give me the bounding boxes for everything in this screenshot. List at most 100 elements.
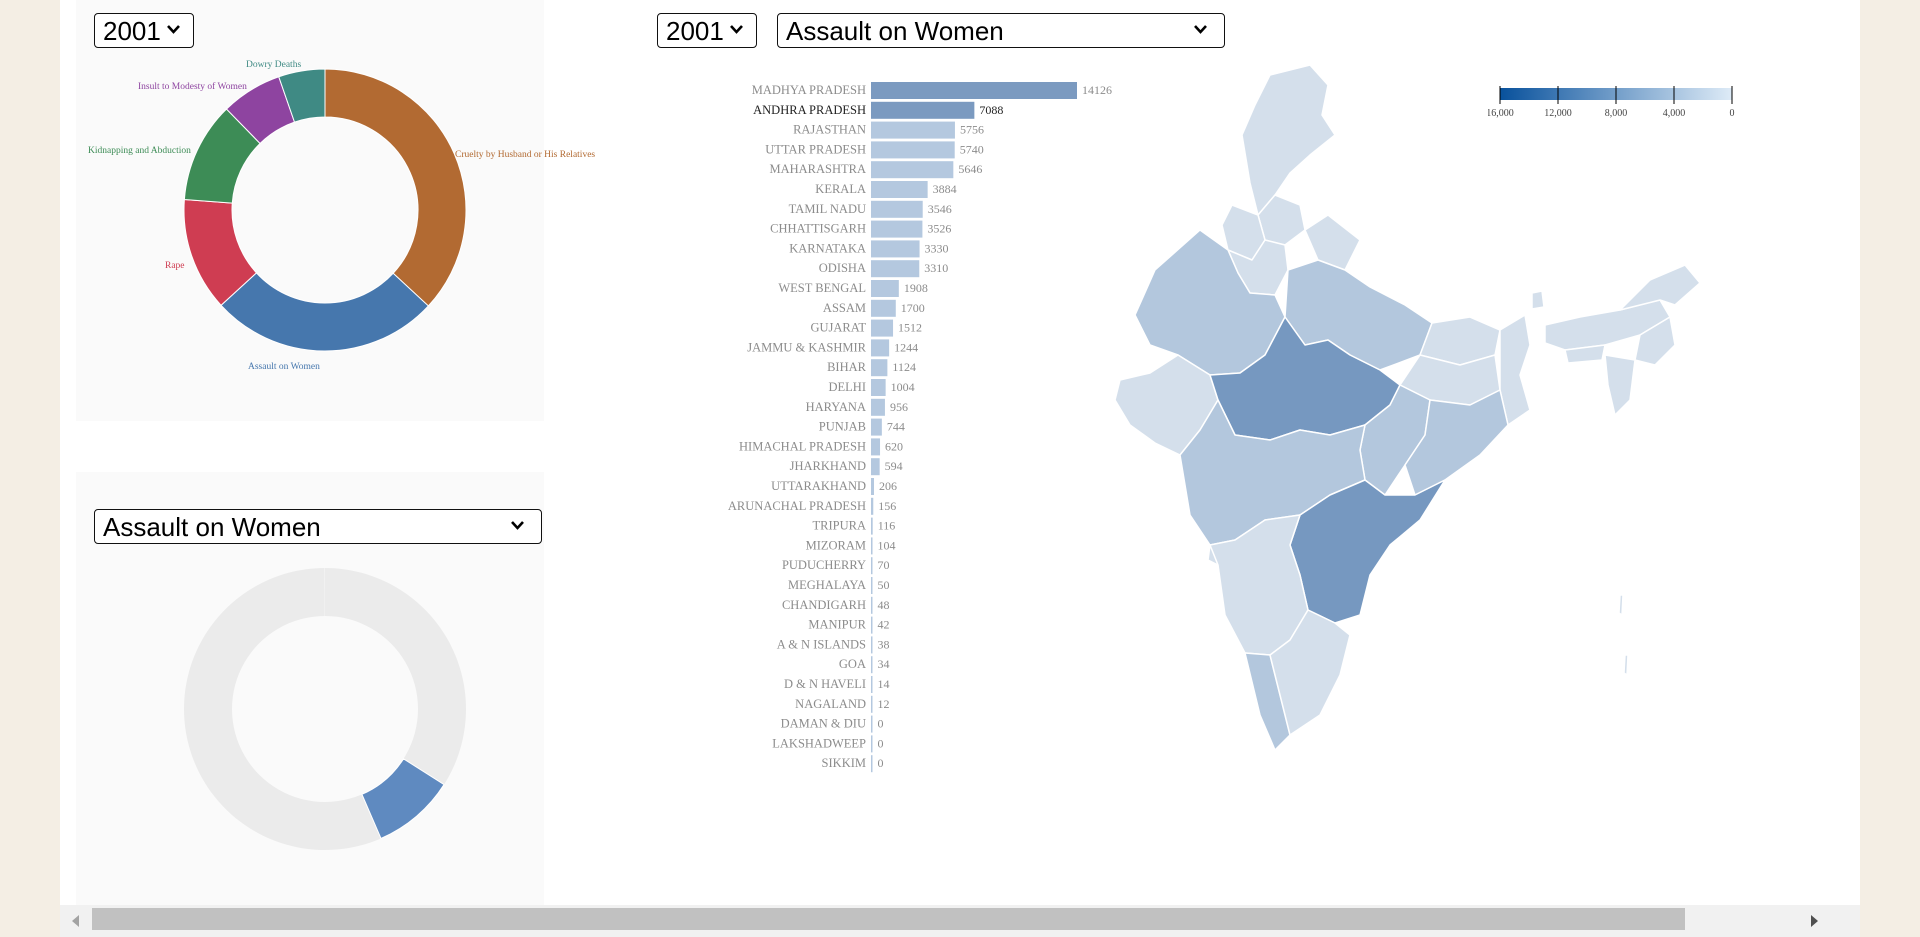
map-color-legend: 16,000 12,000 8,000 4,000 0	[1488, 86, 1735, 119]
bar-label: MANIPUR	[808, 618, 866, 632]
bar-value: 620	[885, 439, 903, 453]
bar[interactable]	[871, 616, 873, 634]
slice-label: Rape	[165, 261, 185, 271]
bar[interactable]	[871, 418, 882, 436]
bar-value: 5740	[960, 142, 984, 156]
bar-value: 5646	[958, 162, 982, 176]
bar[interactable]	[871, 695, 873, 713]
bar[interactable]	[871, 280, 899, 297]
bar[interactable]	[871, 398, 885, 416]
bar-value: 12	[878, 697, 890, 711]
bar[interactable]	[871, 735, 873, 753]
crime-selector-bottom-wrap: Assault on Women	[94, 509, 542, 544]
crime-selector-main[interactable]: Assault on Women	[777, 13, 1225, 48]
bar[interactable]	[871, 557, 873, 575]
bar[interactable]	[871, 537, 873, 555]
slice-label: Dowry Deaths	[246, 60, 301, 70]
donut-slice[interactable]	[278, 68, 326, 123]
donut-slice[interactable]	[220, 272, 430, 352]
bar-value: 1908	[904, 281, 928, 295]
crime-share-donut	[183, 568, 466, 850]
bar-value: 0	[878, 717, 884, 731]
bar-label: ODISHA	[819, 261, 866, 275]
scroll-left-arrow-icon[interactable]	[72, 915, 79, 927]
bar[interactable]	[871, 141, 955, 159]
bar-label: HIMACHAL PRADESH	[739, 439, 866, 453]
bar[interactable]	[871, 517, 873, 535]
map-state-jammu-kashmir[interactable]	[1241, 64, 1336, 216]
share-donut-slices	[183, 568, 466, 850]
bar[interactable]	[871, 478, 875, 495]
slice-label: Cruelty by Husband or His Relatives	[455, 150, 595, 160]
map-state-meghalaya[interactable]	[1564, 344, 1606, 364]
horizontal-scrollbar[interactable]	[60, 905, 1860, 937]
crime-selector-bottom[interactable]: Assault on Women	[94, 509, 542, 544]
bar[interactable]	[871, 181, 928, 198]
bar[interactable]	[871, 200, 923, 218]
bar-value: 0	[878, 756, 884, 770]
donut-slice[interactable]	[324, 68, 467, 307]
bar-value: 156	[878, 499, 896, 513]
bar-label: GUJARAT	[810, 321, 866, 335]
bar-value: 14	[878, 677, 890, 691]
share-donut-highlight[interactable]	[361, 758, 445, 840]
bar[interactable]	[871, 82, 1077, 99]
bar[interactable]	[871, 161, 954, 179]
bar-value: 1700	[901, 301, 925, 315]
bar-label: JHARKHAND	[790, 459, 866, 473]
bar[interactable]	[871, 636, 873, 654]
bar-value: 3546	[928, 202, 952, 216]
map-state-tripura-mizoram[interactable]	[1604, 354, 1636, 416]
bar-label: ARUNACHAL PRADESH	[728, 499, 866, 513]
bar-label: HARYANA	[806, 400, 866, 414]
year-selector-main-wrap: 2001	[657, 13, 757, 48]
bar[interactable]	[871, 676, 873, 693]
bar-value: 70	[878, 558, 890, 572]
bar[interactable]	[871, 240, 920, 258]
bar-value: 104	[878, 538, 896, 552]
map-state-arunachal-pradesh[interactable]	[1619, 264, 1701, 311]
bar[interactable]	[871, 359, 888, 377]
bar[interactable]	[871, 458, 880, 476]
bar[interactable]	[871, 299, 896, 317]
bar[interactable]	[871, 260, 920, 278]
bar-value: 34	[878, 657, 890, 671]
horizontal-scroll-thumb[interactable]	[92, 908, 1685, 930]
bar[interactable]	[871, 497, 874, 515]
bar-label: DELHI	[829, 380, 867, 394]
scroll-right-arrow-icon[interactable]	[1811, 915, 1818, 927]
map-state-sikkim[interactable]	[1531, 290, 1545, 310]
bar-value: 0	[878, 736, 884, 750]
state-bar-chart: MADHYA PRADESH 14126 ANDHRA PRADESH 7088 RAJ…	[728, 82, 1112, 773]
bar[interactable]	[871, 220, 923, 238]
bar[interactable]	[871, 596, 873, 614]
india-choropleth-map	[1114, 64, 1701, 751]
map-state-nagaland-manipur[interactable]	[1634, 316, 1676, 366]
legend-tick-label: 12,000	[1544, 108, 1572, 119]
bar[interactable]	[871, 577, 873, 594]
bar[interactable]	[871, 438, 881, 456]
bar-value: 3884	[933, 182, 957, 196]
bar-value: 5756	[960, 123, 984, 137]
map-state-tamil-nadu[interactable]	[1269, 609, 1351, 736]
bar-label: KERALA	[815, 182, 866, 196]
legend-tick-label: 8,000	[1605, 108, 1628, 119]
map-state-a-n-islands[interactable]	[1618, 594, 1629, 676]
slice-label: Assault on Women	[248, 362, 320, 370]
bar-label: TRIPURA	[813, 519, 866, 533]
bar[interactable]	[871, 101, 975, 119]
bar-value: 1512	[898, 321, 922, 335]
map-state-uttarakhand[interactable]	[1304, 214, 1361, 271]
bar[interactable]	[871, 656, 873, 674]
bar-value: 1004	[891, 380, 915, 394]
bar[interactable]	[871, 339, 890, 357]
bar-value: 3526	[927, 222, 951, 236]
bar[interactable]	[871, 715, 873, 733]
bar[interactable]	[871, 379, 886, 396]
bar[interactable]	[871, 319, 894, 337]
bar-value: 956	[890, 400, 908, 414]
year-selector-main[interactable]: 2001	[657, 13, 757, 48]
bar[interactable]	[871, 755, 873, 773]
bar[interactable]	[871, 121, 955, 139]
donut-slices	[183, 68, 467, 352]
